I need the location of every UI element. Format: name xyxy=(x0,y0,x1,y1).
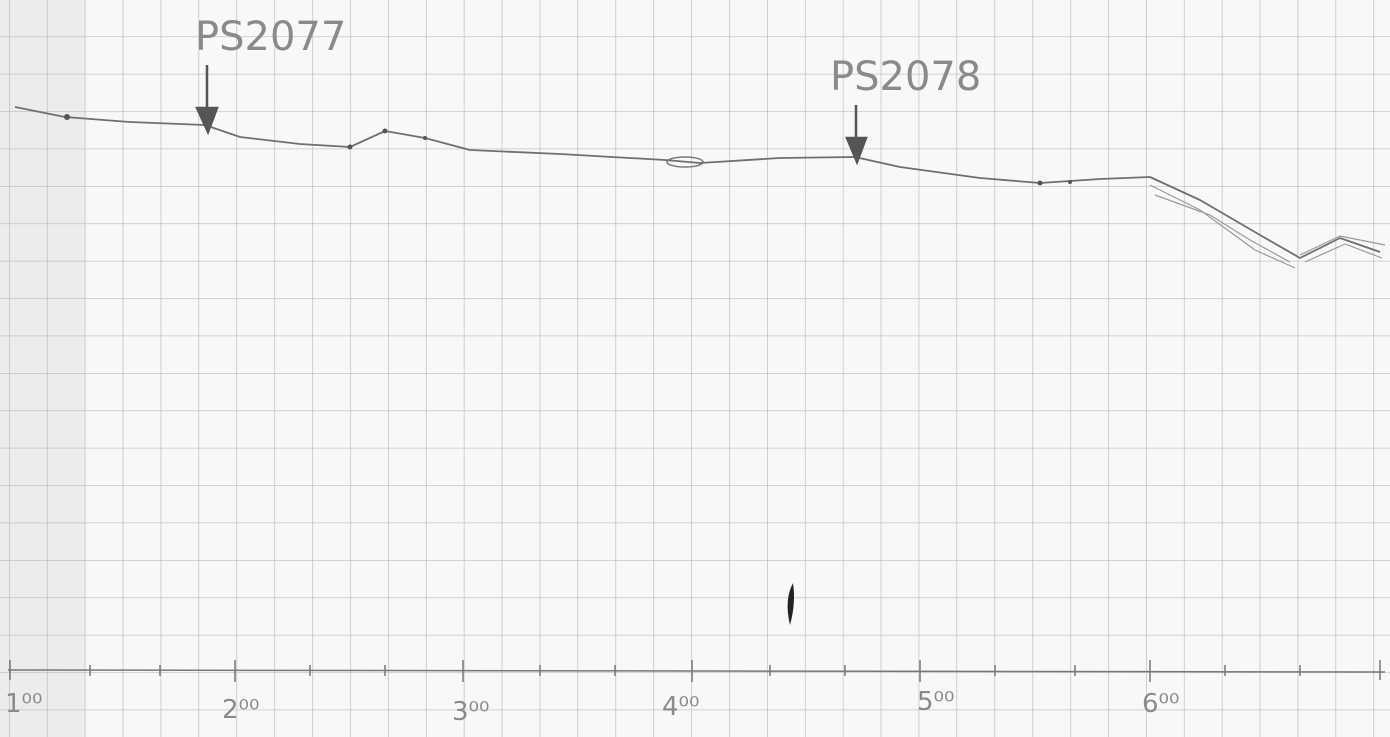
time-label: 4⁰⁰ xyxy=(662,692,699,722)
marker-label: PS2078 xyxy=(830,54,981,100)
ink-mark xyxy=(787,583,794,625)
points xyxy=(64,114,1072,186)
profile-scribble xyxy=(1149,184,1386,269)
arrows xyxy=(195,65,868,166)
time-axis xyxy=(7,660,1386,682)
time-label: 3⁰⁰ xyxy=(452,697,489,727)
profile-line xyxy=(14,106,1381,259)
time-labels: 1⁰⁰ 2⁰⁰ 3⁰⁰ 4⁰⁰ 5⁰⁰ 6⁰⁰ xyxy=(5,687,1179,727)
marker-label: PS2077 xyxy=(195,14,346,60)
time-label: 5⁰⁰ xyxy=(917,687,954,717)
loop xyxy=(666,156,704,168)
time-label: 2⁰⁰ xyxy=(222,695,259,725)
time-label: 1⁰⁰ xyxy=(5,689,42,719)
time-label: 6⁰⁰ xyxy=(1142,689,1179,719)
